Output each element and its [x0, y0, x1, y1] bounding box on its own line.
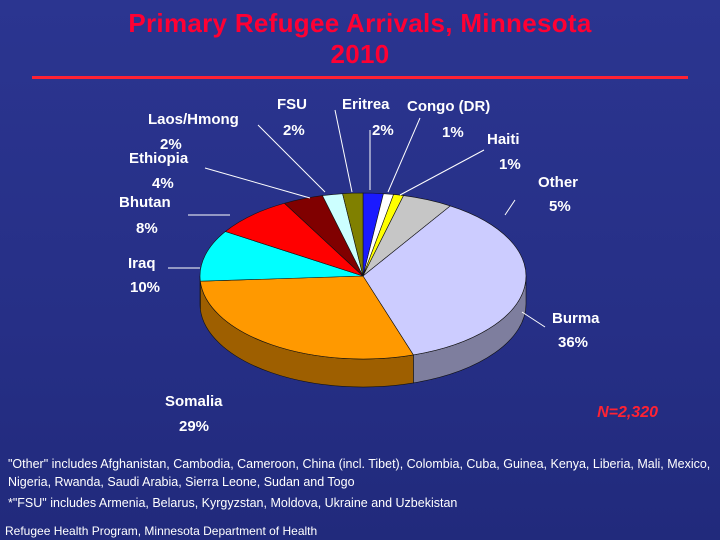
- slice-value-haiti: 1%: [499, 156, 521, 173]
- slice-label-haiti: Haiti: [487, 131, 520, 148]
- leader-line-laos-hmong: [257, 124, 326, 193]
- slice-value-other: 5%: [549, 198, 571, 215]
- other-footnote: "Other" includes Afghanistan, Cambodia, …: [8, 457, 711, 489]
- title-divider: [32, 76, 688, 79]
- fsu-footnote: *"FSU" includes Armenia, Belarus, Kyrgyz…: [8, 496, 458, 510]
- slice-value-laos-hmong: 2%: [160, 136, 182, 153]
- slice-label-ethiopia: Ethiopia: [129, 150, 189, 167]
- slice-label-eritrea: Eritrea: [342, 96, 390, 113]
- leader-line-ethiopia: [204, 167, 311, 199]
- slice-fsu: [342, 192, 364, 277]
- chart-title-line-1: Primary Refugee Arrivals, Minnesota: [128, 8, 592, 38]
- chart-title-line-2: 2010: [330, 39, 390, 69]
- chart-title: Primary Refugee Arrivals, Minnesota 2010: [0, 8, 720, 70]
- leader-line-haiti: [399, 149, 485, 196]
- slice-value-fsu: 2%: [283, 122, 305, 139]
- slice-somalia: [199, 275, 414, 360]
- slice-label-burma: Burma: [552, 310, 600, 327]
- leader-line-fsu: [334, 109, 353, 193]
- slice-value-congo-dr: 1%: [442, 124, 464, 141]
- slice-label-fsu: FSU: [277, 96, 307, 113]
- slice-label-somalia: Somalia: [165, 393, 223, 410]
- slice-iraq: [199, 231, 364, 282]
- slice-label-other: Other: [538, 174, 578, 191]
- leader-line-other: [504, 199, 516, 216]
- slice-label-iraq: Iraq: [128, 255, 156, 272]
- slice-label-bhutan: Bhutan: [119, 194, 171, 211]
- slice-value-bhutan: 8%: [136, 220, 158, 237]
- slice-value-ethiopia: 4%: [152, 175, 174, 192]
- source-credit: Refugee Health Program, Minnesota Depart…: [5, 524, 318, 538]
- slice-value-eritrea: 2%: [372, 122, 394, 139]
- slice-label-laos-hmong: Laos/Hmong: [148, 111, 239, 128]
- slice-value-iraq: 10%: [130, 279, 160, 296]
- slice-label-congo-dr: Congo (DR): [407, 98, 490, 115]
- sample-size-label: N=2,320: [597, 404, 658, 421]
- slice-value-burma: 36%: [558, 334, 588, 351]
- leader-line-burma: [521, 311, 546, 328]
- slice-burma: [362, 205, 527, 356]
- leader-line-congo-dr: [387, 117, 421, 193]
- slice-value-somalia: 29%: [179, 418, 209, 435]
